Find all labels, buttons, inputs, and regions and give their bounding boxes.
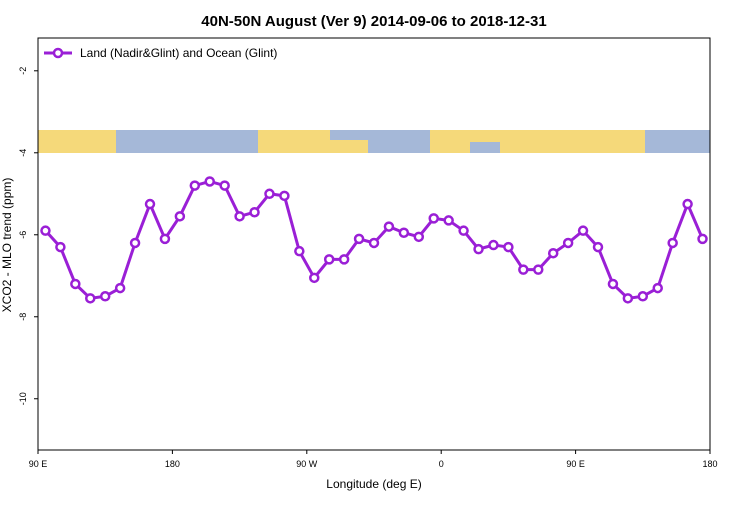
y-axis-label: XCO2 - MLO trend (ppm) (0, 178, 14, 313)
point (622, 293, 634, 304)
map-strip (38, 130, 710, 153)
point (338, 254, 350, 265)
point (264, 188, 275, 200)
chart-title: 40N-50N August (Ver 9) 2014-09-06 to 201… (201, 13, 546, 30)
point (279, 190, 290, 202)
point (398, 227, 410, 238)
point (473, 243, 484, 255)
point (577, 225, 589, 236)
point (503, 241, 514, 253)
point (667, 237, 678, 249)
point (234, 211, 245, 222)
point (697, 233, 708, 245)
point (682, 198, 693, 210)
point (458, 225, 469, 236)
point (518, 264, 529, 275)
point (547, 247, 559, 259)
x-tick-label: 90 E (566, 459, 585, 469)
x-tick-label: 90 W (296, 459, 318, 469)
point (637, 291, 649, 302)
point (294, 245, 305, 257)
y-tick-label: -6 (18, 231, 28, 239)
point (652, 282, 663, 294)
point (383, 221, 395, 232)
point (592, 241, 604, 253)
point (204, 176, 215, 187)
point (85, 293, 96, 304)
point (323, 254, 335, 265)
point (114, 282, 126, 294)
legend-marker (52, 47, 64, 59)
point (607, 278, 619, 290)
x-axis-label: Longitude (deg E) (326, 477, 421, 491)
y-tick-label: -8 (18, 313, 28, 321)
point (488, 239, 499, 251)
point (533, 264, 544, 275)
point (99, 291, 111, 302)
point (55, 241, 66, 253)
point (353, 233, 365, 245)
point (174, 211, 186, 222)
point (70, 278, 81, 290)
x-tick-label: 90 E (29, 459, 48, 469)
legend-label: Land (Nadir&Glint) and Ocean (Glint) (80, 46, 277, 60)
point (562, 237, 574, 249)
point (159, 233, 171, 245)
point (443, 215, 454, 226)
point (309, 272, 320, 284)
x-tick-label: 180 (165, 459, 180, 469)
plot-frame (37, 37, 711, 451)
point (144, 198, 156, 210)
x-tick-label: 0 (439, 459, 444, 469)
point (129, 237, 141, 249)
point (189, 180, 201, 191)
point (40, 225, 51, 236)
point (219, 180, 230, 191)
x-tick-label: 180 (702, 459, 717, 469)
y-tick-label: -10 (18, 392, 28, 405)
point (368, 237, 380, 249)
point (413, 231, 425, 243)
point (428, 213, 439, 224)
y-tick-label: -4 (18, 149, 28, 157)
y-tick-label: -2 (18, 67, 28, 75)
point (249, 206, 260, 218)
